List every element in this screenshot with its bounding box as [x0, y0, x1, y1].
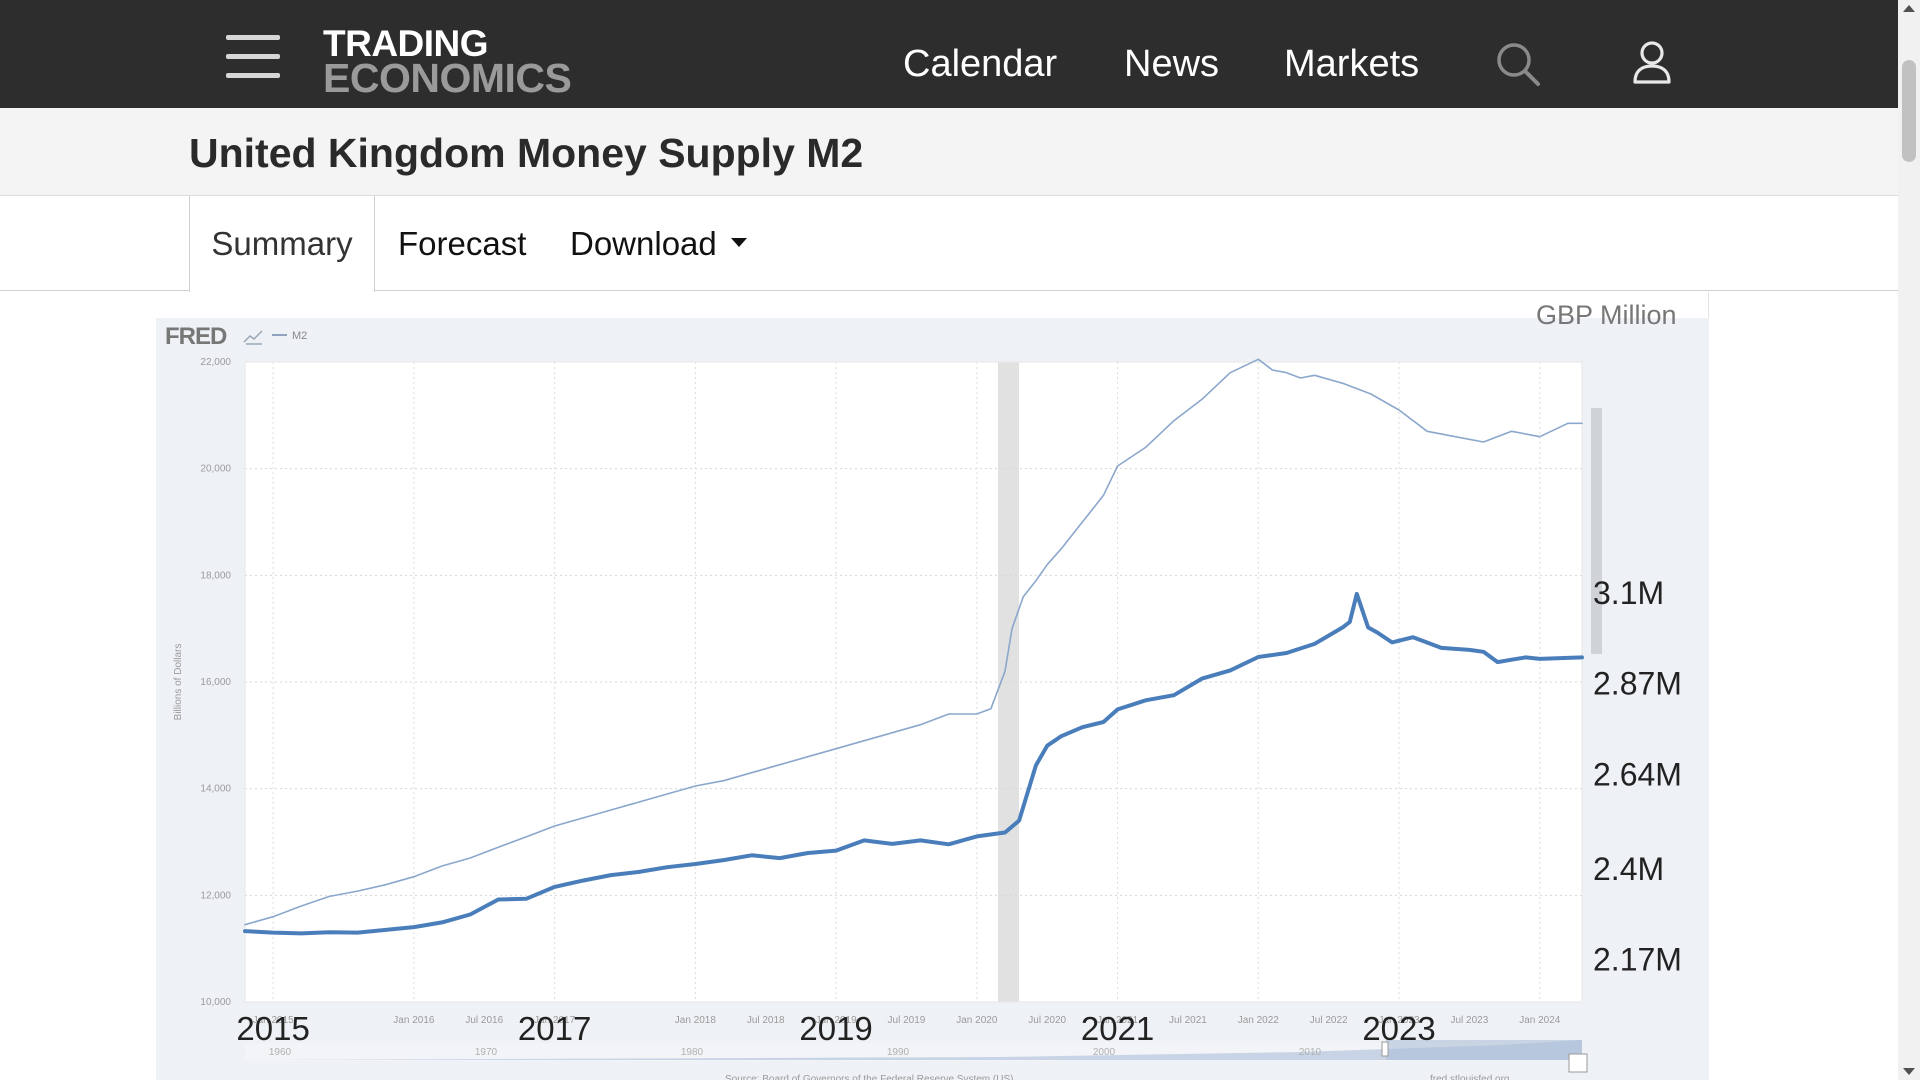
navigator-selection [1386, 1040, 1582, 1060]
left-axis-tick-label: 16,000 [200, 677, 231, 688]
x-axis-small-tick-label: Jan 2024 [1519, 1015, 1561, 1026]
x-axis-small-tick-label: Jan 2019 [816, 1015, 858, 1026]
scroll-up-arrow-icon[interactable] [1903, 5, 1915, 12]
right-axis-tick-label: 3.1M [1593, 575, 1664, 611]
fred-logo: FRED [165, 323, 227, 350]
navigator-handle [1381, 1041, 1389, 1057]
x-axis-small-tick-label: Jul 2016 [465, 1015, 503, 1026]
legend-label: M2 [292, 330, 307, 342]
top-navigation-bar: TRADING ECONOMICS Calendar News Markets [0, 0, 1898, 108]
right-axis-tick-label: 2.87M [1593, 666, 1682, 702]
x-axis-small-tick-label: Jan 2018 [675, 1015, 717, 1026]
left-axis-tick-label: 20,000 [200, 464, 231, 475]
x-axis-small-tick-label: Jul 2021 [1169, 1015, 1207, 1026]
navigator-label: 1970 [475, 1047, 498, 1058]
right-axis-tick-label: 2.64M [1593, 756, 1682, 792]
x-axis-small-tick-label: Jan 2022 [1238, 1015, 1280, 1026]
x-axis-year-label: 2021 [1081, 1010, 1154, 1047]
site-text: fred.stlouisfed.org [1430, 1074, 1510, 1080]
recession-shading [997, 362, 1020, 1002]
left-axis-tick-label: 14,000 [200, 784, 231, 795]
x-axis-small-tick-label: Jul 2020 [1028, 1015, 1066, 1026]
navigator-label: 1980 [681, 1047, 704, 1058]
left-axis-tick-label: 22,000 [200, 357, 231, 368]
left-axis-tick-label: 12,000 [200, 890, 231, 901]
plot-border [244, 361, 1583, 1003]
right-axis-tick-label: 2.4M [1593, 851, 1664, 887]
page-scrollbar[interactable] [1898, 0, 1920, 1080]
tab-forecast[interactable]: Forecast [398, 225, 527, 262]
tab-download-label: Download [570, 225, 717, 262]
x-axis-small-tick-label: Jan 2017 [534, 1015, 576, 1026]
navigator-label: 2010 [1299, 1047, 1322, 1058]
logo-text-top: TRADING [323, 23, 489, 64]
nav-markets-link[interactable]: Markets [1284, 43, 1420, 85]
fullscreen-icon [1568, 1053, 1588, 1073]
title-strip: United Kingdom Money Supply M2 [0, 108, 1898, 196]
chart-unit-label: GBP Million [1536, 300, 1677, 330]
x-axis-small-tick-label: Jan 2021 [1097, 1015, 1139, 1026]
source-text: Source: Board of Governors of the Federa… [725, 1074, 1013, 1080]
tab-bar: Summary Forecast Download [0, 196, 1898, 292]
x-axis-small-tick-label: Jan 2016 [393, 1015, 435, 1026]
scrollbar-thumb[interactable] [1902, 60, 1916, 162]
x-axis-small-tick-label: Jul 2018 [747, 1015, 785, 1026]
x-axis-small-tick-label: Jul 2022 [1310, 1015, 1348, 1026]
fred-chart-icon [243, 330, 263, 345]
series-line-fred-m2 [244, 358, 1583, 926]
navigator-label: 2000 [1093, 1047, 1116, 1058]
search-icon[interactable] [1494, 40, 1542, 88]
tab-download[interactable]: Download [570, 196, 747, 291]
nav-calendar-link[interactable]: Calendar [903, 43, 1058, 85]
navigator-label: 1960 [269, 1047, 292, 1058]
x-axis-small-tick-label: Jan 2015 [253, 1015, 295, 1026]
chevron-down-icon [730, 237, 747, 247]
right-axis-scroll-strip [1591, 408, 1602, 654]
y-axis-label: Billions of Dollars [173, 644, 184, 721]
left-axis-tick-label: 10,000 [200, 997, 231, 1008]
x-axis-small-tick-label: Jul 2019 [888, 1015, 926, 1026]
x-axis-year-label: 2015 [236, 1010, 309, 1047]
page-title: United Kingdom Money Supply M2 [189, 130, 864, 176]
x-axis-year-label: 2017 [518, 1010, 591, 1047]
x-axis-small-tick-label: Jan 2023 [1378, 1015, 1420, 1026]
user-icon[interactable] [1632, 40, 1672, 88]
left-axis-tick-label: 18,000 [200, 570, 231, 581]
navigator-label: 1990 [887, 1047, 910, 1058]
x-axis-year-label: 2019 [799, 1010, 872, 1047]
navigator-area [245, 1040, 1582, 1060]
scroll-down-arrow-icon[interactable] [1903, 1068, 1915, 1075]
menu-icon[interactable] [226, 35, 280, 79]
x-axis-small-tick-label: Jul 2023 [1451, 1015, 1489, 1026]
plot-area [245, 362, 1582, 1002]
x-axis-small-tick-label: Jan 2020 [956, 1015, 998, 1026]
tab-summary[interactable]: Summary [189, 196, 375, 292]
series-line-uk-m2 [243, 591, 1584, 936]
trading-economics-logo[interactable]: TRADING ECONOMICS [323, 23, 583, 101]
logo-text-bottom: ECONOMICS [323, 55, 572, 101]
nav-news-link[interactable]: News [1124, 43, 1220, 85]
right-axis-tick-label: 2.17M [1593, 942, 1682, 978]
